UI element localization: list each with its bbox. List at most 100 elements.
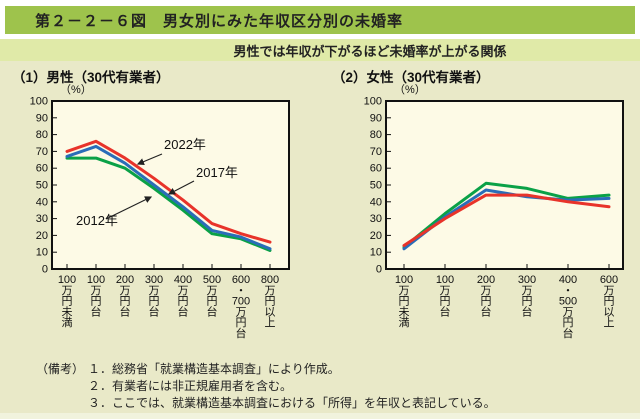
svg-text:（%）: （%） <box>60 83 92 96</box>
svg-text:円: 円 <box>149 296 160 308</box>
svg-text:100: 100 <box>436 274 454 286</box>
svg-text:満: 満 <box>62 316 73 329</box>
note-line-1: １．総務省「就業構造基本調査」により作成。 <box>88 362 340 376</box>
svg-text:200: 200 <box>116 274 134 286</box>
svg-text:満: 満 <box>399 316 410 329</box>
chart-women-plot: 0102030405060708090100（%）100万円未満100万円台20… <box>364 83 624 340</box>
svg-text:台: 台 <box>440 304 451 318</box>
svg-text:20: 20 <box>36 230 48 242</box>
series-line-2017年 <box>65 144 272 251</box>
svg-text:円: 円 <box>178 296 189 308</box>
svg-text:80: 80 <box>36 129 48 141</box>
svg-text:100: 100 <box>395 274 413 286</box>
svg-text:40: 40 <box>36 196 48 208</box>
svg-text:万: 万 <box>265 285 276 297</box>
svg-text:円: 円 <box>481 296 492 308</box>
svg-text:60: 60 <box>36 163 48 175</box>
svg-text:円: 円 <box>563 317 574 329</box>
svg-text:300: 300 <box>518 274 536 286</box>
svg-text:600: 600 <box>232 274 250 286</box>
svg-text:50: 50 <box>36 180 48 192</box>
svg-text:台: 台 <box>481 304 492 318</box>
svg-text:20: 20 <box>370 230 382 242</box>
svg-text:上: 上 <box>604 316 615 329</box>
svg-text:100: 100 <box>364 96 382 108</box>
svg-text:800: 800 <box>261 274 279 286</box>
annotation-2022年: 2022年 <box>164 137 206 152</box>
svg-text:台: 台 <box>563 326 574 340</box>
svg-text:円: 円 <box>120 296 131 308</box>
svg-text:・: ・ <box>563 285 574 297</box>
svg-text:万: 万 <box>207 285 218 297</box>
svg-text:台: 台 <box>236 326 247 340</box>
svg-text:円: 円 <box>399 296 410 308</box>
note-line-3: ３．ここでは、就業構造基本調査における「所得」を年収と表記している。 <box>88 396 496 411</box>
chart-men-plot: 0102030405060708090100（%）100万円未満100万円台20… <box>30 83 290 340</box>
svg-text:万: 万 <box>563 306 574 318</box>
svg-text:万: 万 <box>604 285 615 297</box>
svg-text:30: 30 <box>36 213 48 225</box>
series-line-2022年 <box>402 193 611 247</box>
svg-text:100: 100 <box>87 274 105 286</box>
subtitle-text: 男性では年収が下がるほど未婚率が上がる関係 <box>233 43 507 59</box>
svg-text:万: 万 <box>91 285 102 297</box>
note-line-2: ２．有業者には非正規雇用者を含む。 <box>88 379 293 394</box>
notes-items: １．総務省「就業構造基本調査」により作成。 ２．有業者には非正規雇用者を含む。 … <box>88 361 496 412</box>
svg-text:万: 万 <box>522 285 533 297</box>
svg-text:90: 90 <box>36 112 48 124</box>
svg-text:以: 以 <box>604 306 615 318</box>
svg-text:0: 0 <box>376 264 382 276</box>
svg-text:万: 万 <box>440 285 451 297</box>
chart-area: （1）男性（30代有業者） （2）女性（30代有業者） 0 10 20 30 40 50 6… <box>0 61 640 413</box>
svg-text:50: 50 <box>370 180 382 192</box>
svg-text:700: 700 <box>232 296 250 308</box>
svg-text:円: 円 <box>236 317 247 329</box>
annotation-2017年: 2017年 <box>196 165 238 180</box>
svg-text:500: 500 <box>203 274 221 286</box>
series-line-2012年 <box>65 156 272 252</box>
svg-text:万: 万 <box>149 285 160 297</box>
svg-text:100: 100 <box>58 274 76 286</box>
svg-text:200: 200 <box>477 274 495 286</box>
svg-text:円: 円 <box>604 296 615 308</box>
svg-text:円: 円 <box>62 296 73 308</box>
svg-text:400: 400 <box>174 274 192 286</box>
svg-text:万: 万 <box>399 285 410 297</box>
svg-text:0: 0 <box>42 264 48 276</box>
svg-text:10: 10 <box>36 247 48 259</box>
svg-text:万: 万 <box>236 306 247 318</box>
svg-text:・: ・ <box>236 285 247 297</box>
svg-text:300: 300 <box>145 274 163 286</box>
bottom-strip <box>0 413 640 419</box>
annotation-2012年: 2012年 <box>76 213 118 228</box>
svg-text:40: 40 <box>370 196 382 208</box>
chart-men-title: （1）男性（30代有業者） <box>12 70 170 85</box>
svg-text:30: 30 <box>370 213 382 225</box>
svg-text:60: 60 <box>370 163 382 175</box>
svg-text:400: 400 <box>559 274 577 286</box>
svg-text:500: 500 <box>559 296 577 308</box>
svg-text:万: 万 <box>178 285 189 297</box>
svg-text:100: 100 <box>30 96 48 108</box>
svg-text:円: 円 <box>207 296 218 308</box>
svg-text:台: 台 <box>178 304 189 318</box>
svg-text:80: 80 <box>370 129 382 141</box>
svg-text:円: 円 <box>522 296 533 308</box>
svg-text:円: 円 <box>440 296 451 308</box>
svg-text:600: 600 <box>600 274 618 286</box>
notes-label: （備考） <box>36 362 85 376</box>
chart-women-title: （2）女性（30代有業者） <box>332 70 490 85</box>
svg-text:台: 台 <box>522 304 533 318</box>
svg-text:円: 円 <box>265 296 276 308</box>
figure-title: 第２－２－６図 男女別にみた年収区分別の未婚率 <box>35 12 404 30</box>
svg-text:万: 万 <box>120 285 131 297</box>
svg-text:未: 未 <box>399 305 410 318</box>
svg-text:上: 上 <box>265 316 276 329</box>
svg-text:70: 70 <box>370 146 382 158</box>
svg-text:台: 台 <box>149 304 160 318</box>
svg-text:（%）: （%） <box>394 83 426 96</box>
svg-text:以: 以 <box>265 306 276 318</box>
svg-text:円: 円 <box>91 296 102 308</box>
figure-title-bar: 第２－２－６図 男女別にみた年収区分別の未婚率 <box>5 6 635 34</box>
